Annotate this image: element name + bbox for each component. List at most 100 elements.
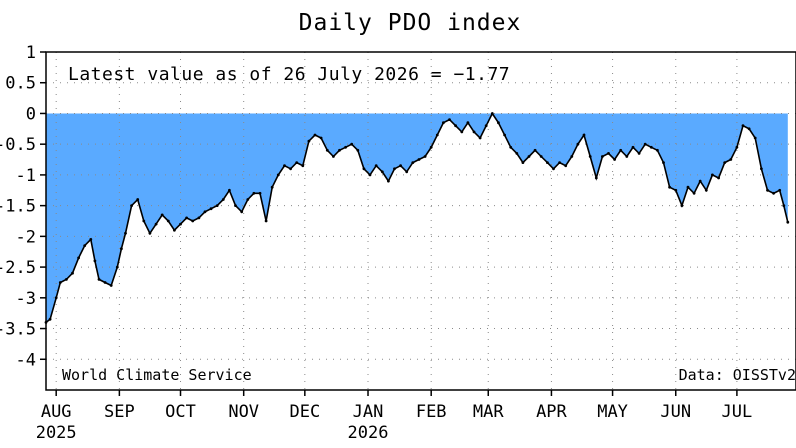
x-tick-label: MAY (597, 402, 628, 422)
data-point (48, 317, 52, 321)
data-point (460, 130, 464, 134)
data-point (130, 204, 134, 208)
data-point (148, 231, 152, 235)
data-point (209, 207, 213, 211)
y-tick-label: -2 (16, 227, 36, 247)
point-layer (44, 112, 790, 324)
x-tick-label: MAR (473, 402, 504, 422)
data-point (115, 265, 119, 269)
data-point (313, 133, 317, 137)
data-point (747, 127, 751, 131)
data-point (466, 121, 470, 125)
data-point (527, 155, 531, 158)
data-point (120, 247, 123, 251)
y-tick-label: -2.5 (0, 258, 36, 278)
data-point (637, 152, 641, 155)
data-point (83, 244, 87, 248)
data-point (154, 222, 158, 226)
data-point (221, 198, 225, 201)
data-point (576, 142, 580, 146)
data-point (136, 198, 140, 201)
data-point (698, 179, 702, 183)
data-point (203, 210, 207, 214)
data-point (179, 222, 182, 226)
area-layer (46, 113, 788, 323)
y-tick-label: 0 (26, 104, 36, 124)
data-point (619, 148, 623, 152)
data-point (142, 219, 146, 223)
data-point (484, 124, 488, 128)
data-point (97, 278, 101, 281)
y-tick-label: 0.5 (5, 74, 36, 94)
data-point (374, 164, 378, 168)
data-point (753, 136, 757, 140)
data-point (276, 173, 280, 177)
data-point (552, 167, 555, 171)
data-point (289, 167, 292, 171)
data-point (264, 219, 268, 223)
x-year-label: 2025 (36, 423, 77, 443)
data-point (160, 213, 164, 217)
data-point (533, 148, 537, 152)
data-point (503, 133, 506, 137)
data-point (674, 188, 678, 192)
data-point (717, 176, 720, 180)
data-point (411, 161, 415, 165)
data-point (423, 155, 427, 158)
data-point (668, 185, 671, 189)
data-point (246, 198, 250, 201)
data-point (65, 278, 68, 281)
data-point (582, 133, 586, 137)
data-point (234, 204, 237, 208)
y-tick-label: 1 (26, 43, 36, 63)
y-tick-label: -3.5 (0, 320, 36, 340)
pdo-area (46, 113, 788, 323)
y-tick-label: -3 (16, 289, 36, 309)
x-tick-label: JUL (722, 402, 753, 422)
data-point (786, 220, 790, 224)
x-tick-label: AUG (41, 402, 72, 422)
y-tick-label: -0.5 (0, 135, 36, 155)
data-point (782, 204, 786, 208)
data-point (613, 158, 616, 161)
data-point (270, 185, 274, 189)
data-point (631, 145, 635, 149)
data-point (417, 158, 421, 161)
data-point (173, 228, 176, 232)
data-point (393, 167, 396, 171)
data-point (332, 155, 335, 158)
data-point (77, 256, 80, 260)
credit-left: World Climate Service (62, 366, 252, 384)
data-point (741, 124, 745, 128)
data-point (71, 271, 74, 275)
data-point (215, 204, 219, 208)
data-point (643, 142, 647, 146)
y-tick-label: -1 (16, 166, 36, 186)
x-tick-label: DEC (289, 402, 320, 422)
x-year-label: 2026 (348, 423, 389, 443)
data-point (588, 155, 592, 158)
chart-title: Daily PDO index (299, 10, 522, 36)
y-tick-label: -4 (16, 350, 36, 370)
data-point (729, 158, 733, 161)
data-point (521, 161, 525, 165)
data-point (692, 191, 696, 195)
data-point (546, 161, 549, 165)
data-point (258, 191, 262, 195)
data-point (166, 219, 170, 223)
data-point (778, 188, 782, 192)
data-point (680, 204, 684, 208)
data-point (478, 136, 482, 140)
data-point (240, 210, 244, 214)
data-point (89, 238, 93, 241)
data-point (58, 281, 62, 284)
data-point (515, 152, 519, 155)
data-point (338, 148, 341, 152)
data-point (711, 173, 714, 177)
x-tick-label: OCT (165, 402, 196, 422)
data-point (185, 216, 189, 220)
data-point (93, 259, 97, 263)
data-point (54, 296, 58, 300)
data-point (735, 145, 739, 149)
data-point (387, 179, 390, 183)
